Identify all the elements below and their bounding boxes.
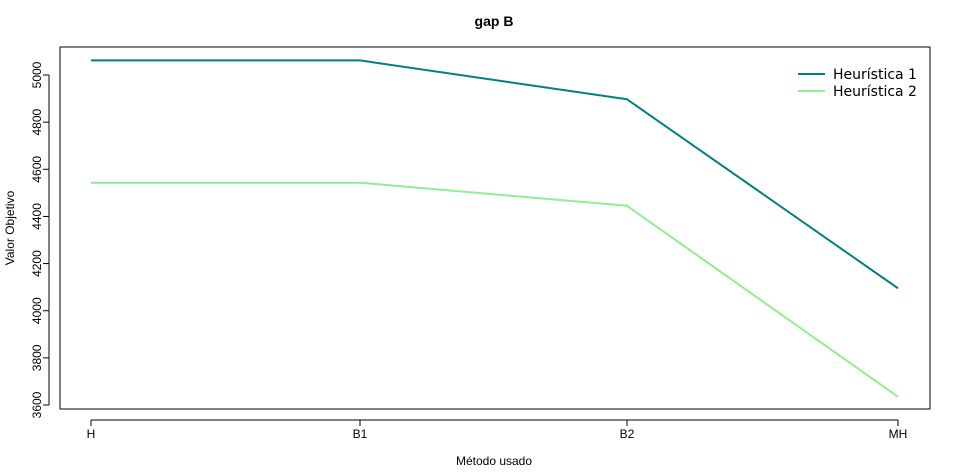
series-line-2 <box>91 181 899 398</box>
chart-title: gap B <box>475 13 514 29</box>
legend-label-2: Heurística 2 <box>833 84 917 100</box>
y-tick-label: 3800 <box>30 344 44 371</box>
y-tick-label: 3600 <box>30 391 44 418</box>
legend-label-1: Heurística 1 <box>833 67 917 83</box>
y-axis: 3600 3800 4000 4200 4400 4600 4800 5000 <box>30 61 50 418</box>
x-tick-label: H <box>87 427 96 441</box>
y-axis-label: Valor Objetivo <box>3 190 17 265</box>
y-tick-label: 4400 <box>30 203 44 230</box>
y-tick-label: 4200 <box>30 250 44 277</box>
x-axis-label: Método usado <box>456 454 532 468</box>
y-tick-label: 4600 <box>30 156 44 183</box>
x-tick-label: B2 <box>620 427 635 441</box>
plot-frame <box>59 46 931 410</box>
y-tick-label: 4800 <box>30 108 44 135</box>
x-tick-label: MH <box>889 427 908 441</box>
series-line-1 <box>91 59 899 290</box>
series-layer <box>91 59 899 398</box>
y-tick-label: 4000 <box>30 297 44 324</box>
y-tick-label: 5000 <box>30 61 44 88</box>
x-tick-label: B1 <box>353 427 368 441</box>
x-axis: H B1 B2 MH <box>87 419 908 441</box>
